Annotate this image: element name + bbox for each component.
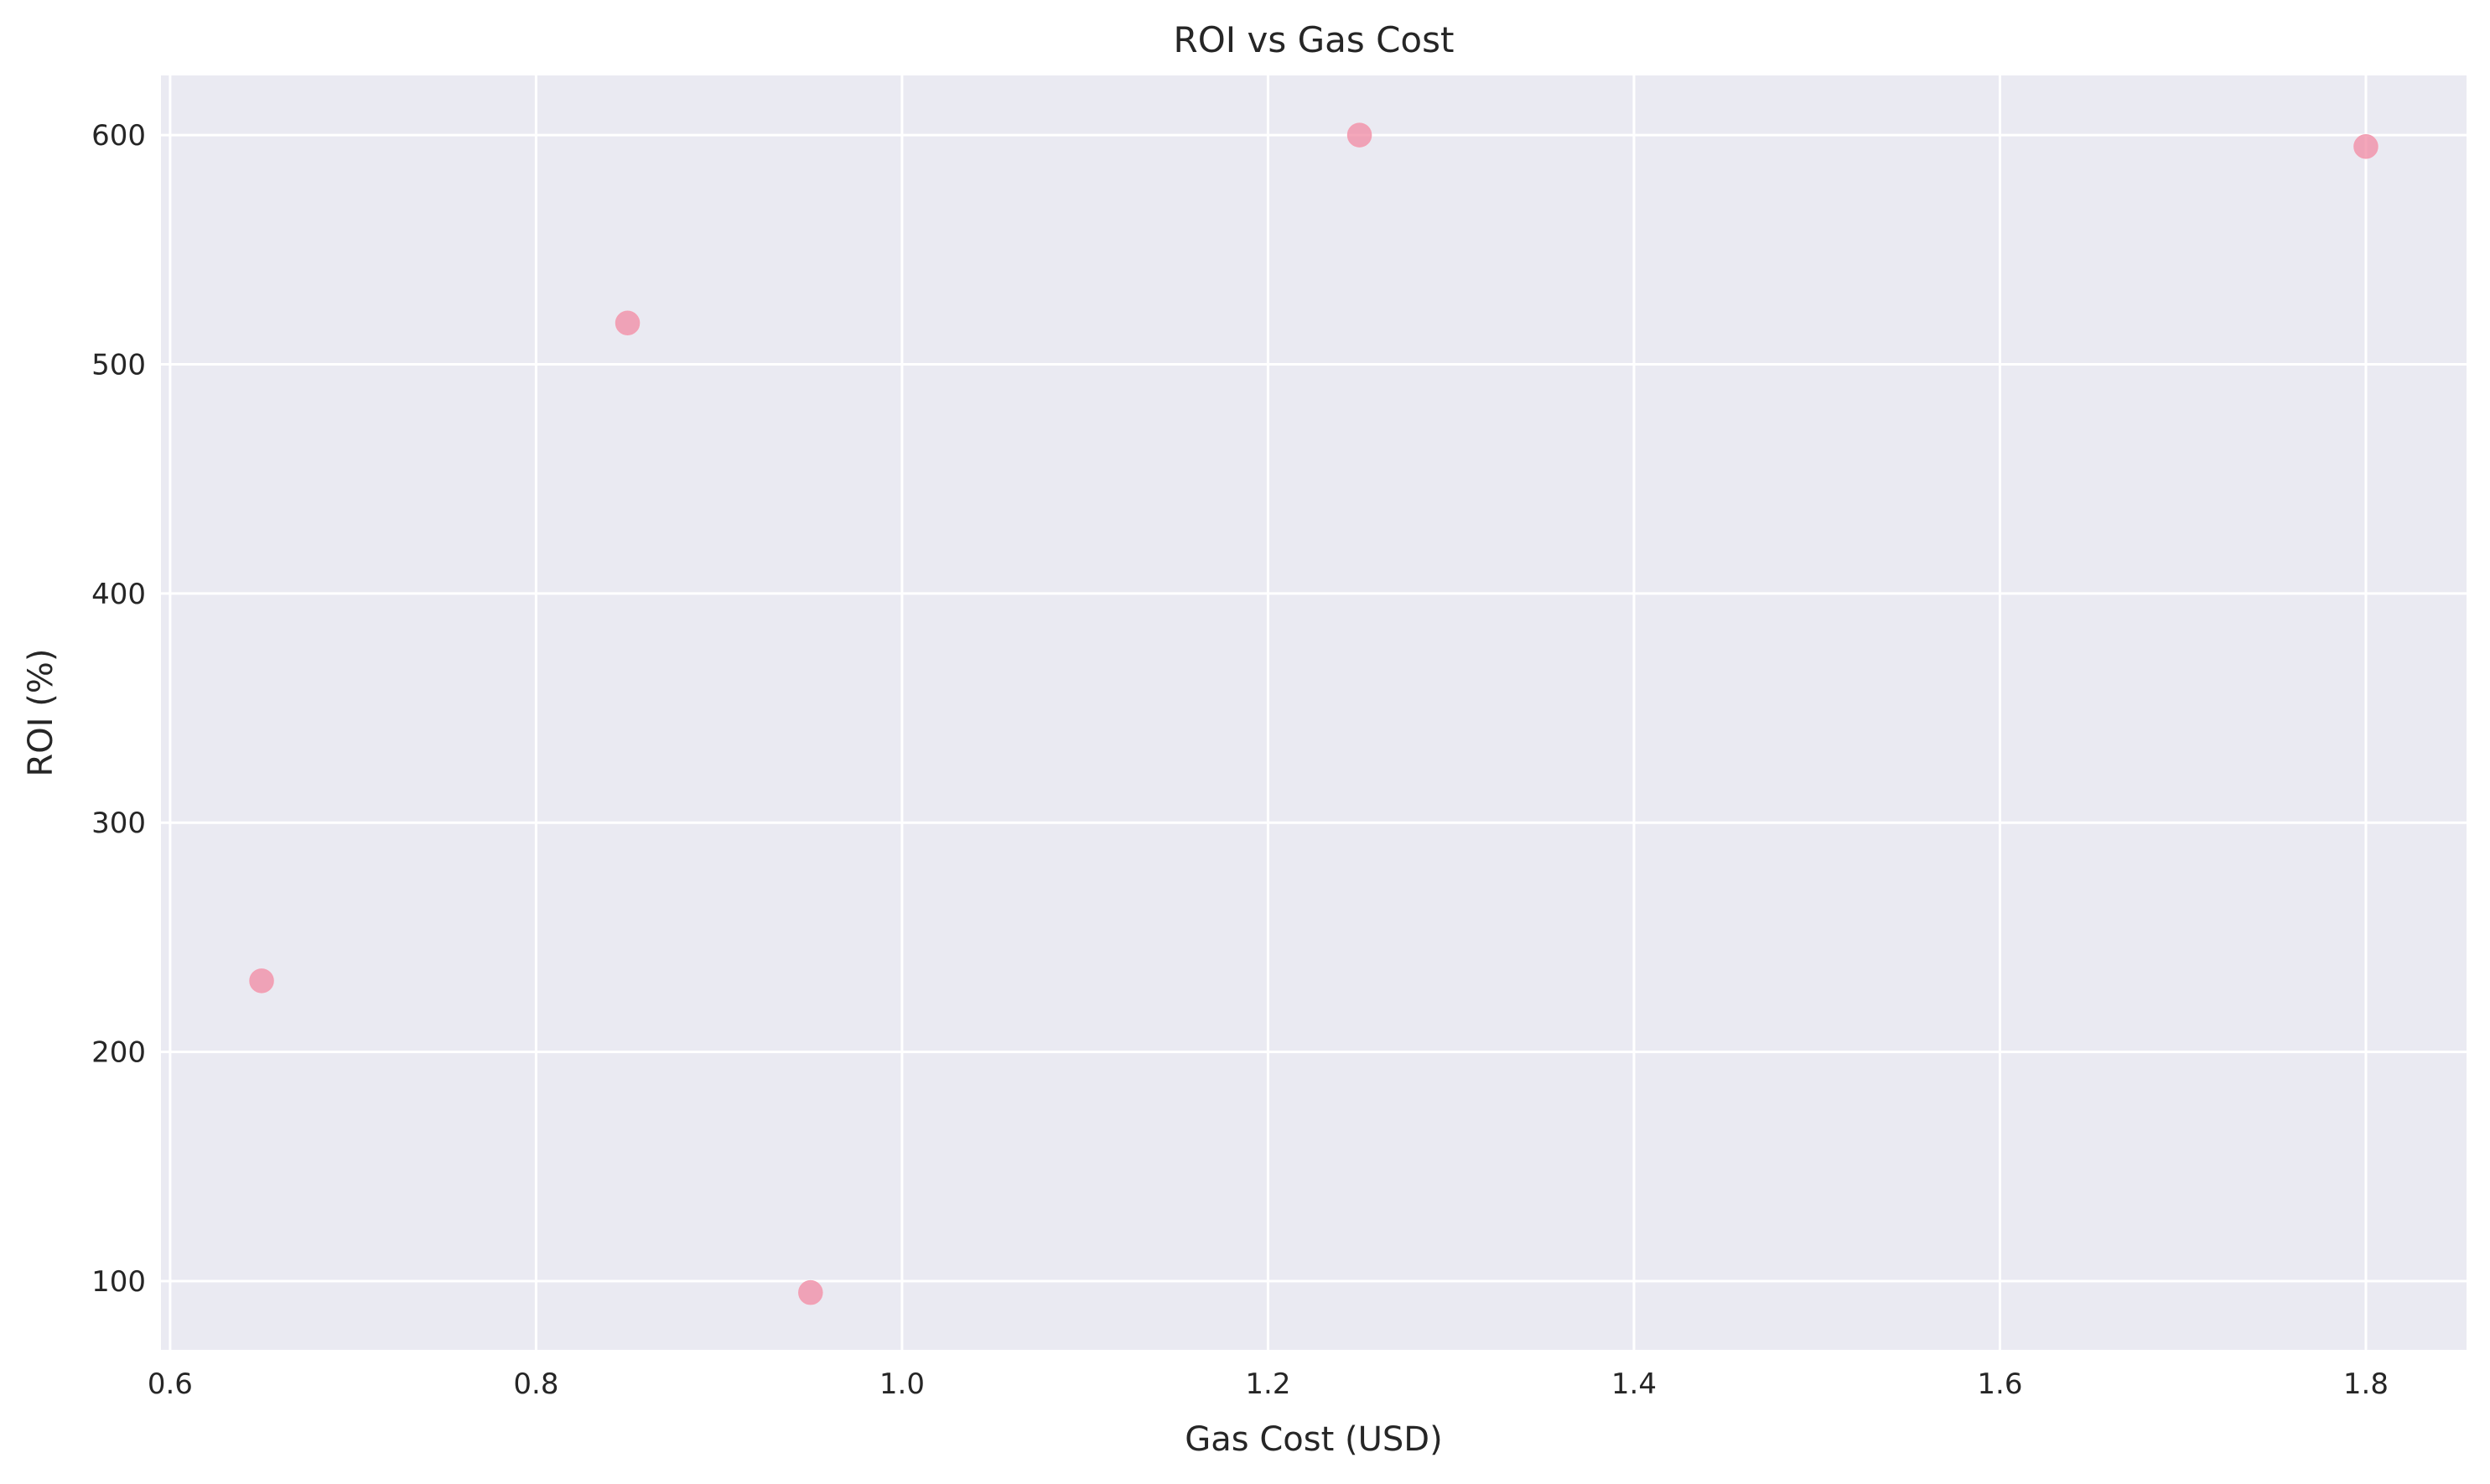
grid [161,75,2467,1350]
x-tick-label: 0.6 [148,1367,193,1401]
x-tick-label: 1.4 [1611,1367,1657,1401]
chart-title: ROI vs Gas Cost [1174,19,1455,60]
y-tick-labels: 100 200 300 400 500 600 [91,119,146,1299]
y-tick-label: 100 [91,1265,146,1299]
y-tick-label: 400 [91,578,146,611]
plot-background [161,75,2467,1350]
x-tick-labels: 0.6 0.8 1.0 1.2 1.4 1.6 1.8 [148,1367,2389,1401]
x-tick-label: 1.8 [2343,1367,2389,1401]
data-point [615,310,641,336]
x-tick-label: 1.0 [879,1367,925,1401]
y-tick-label: 300 [91,807,146,840]
x-tick-label: 1.2 [1245,1367,1290,1401]
data-point [2353,133,2378,159]
data-points [249,122,2378,1305]
y-tick-label: 200 [91,1036,146,1070]
data-point [798,1279,823,1305]
data-point [249,968,274,994]
x-axis-label: Gas Cost (USD) [1185,1420,1442,1459]
y-axis-label: ROI (%) [22,648,60,776]
x-tick-label: 1.6 [1977,1367,2022,1401]
data-point [1346,122,1372,148]
x-tick-label: 0.8 [513,1367,558,1401]
y-tick-label: 500 [91,348,146,381]
y-tick-label: 600 [91,119,146,153]
